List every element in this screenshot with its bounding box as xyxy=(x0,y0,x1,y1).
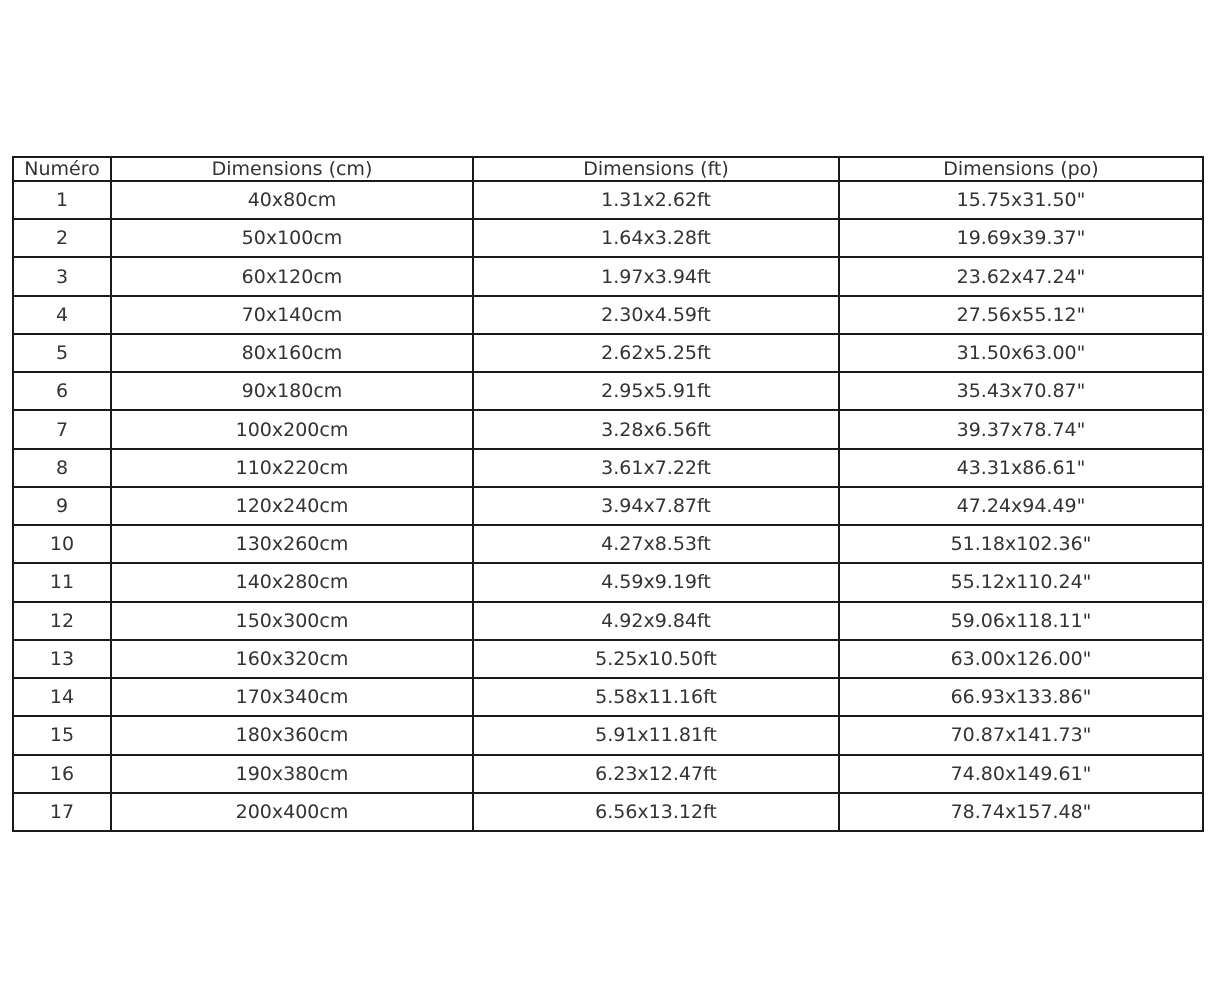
table-container: Numéro Dimensions (cm) Dimensions (ft) Dime… xyxy=(12,156,1204,833)
table-row: 4 70x140cm 2.30x4.59ft 27.56x55.12" xyxy=(12,294,1204,335)
cell-numero: 15 xyxy=(12,715,112,756)
cell-dimensions-po: 43.31x86.61" xyxy=(838,447,1204,488)
cell-dimensions-cm: 170x340cm xyxy=(110,677,474,718)
cell-dimensions-cm: 50x100cm xyxy=(110,218,474,259)
cell-dimensions-po: 51.18x102.36" xyxy=(838,524,1204,565)
cell-dimensions-cm: 100x200cm xyxy=(110,409,474,450)
cell-dimensions-ft: 3.61x7.22ft xyxy=(472,447,840,488)
cell-dimensions-po: 55.12x110.24" xyxy=(838,562,1204,603)
cell-dimensions-cm: 90x180cm xyxy=(110,371,474,412)
cell-dimensions-ft: 2.30x4.59ft xyxy=(472,294,840,335)
column-header-numero: Numéro xyxy=(12,156,112,182)
cell-dimensions-ft: 1.64x3.28ft xyxy=(472,218,840,259)
cell-dimensions-ft: 1.31x2.62ft xyxy=(472,179,840,221)
cell-dimensions-po: 74.80x149.61" xyxy=(838,753,1204,794)
cell-dimensions-po: 47.24x94.49" xyxy=(838,485,1204,527)
table-row: 3 60x120cm 1.97x3.94ft 23.62x47.24" xyxy=(12,256,1204,297)
cell-numero: 7 xyxy=(12,409,112,450)
cell-dimensions-ft: 1.97x3.94ft xyxy=(472,256,840,297)
cell-dimensions-ft: 5.91x11.81ft xyxy=(472,715,840,756)
cell-numero: 12 xyxy=(12,600,112,641)
table-row: 12 150x300cm 4.92x9.84ft 59.06x118.11" xyxy=(12,600,1204,641)
cell-dimensions-ft: 6.56x13.12ft xyxy=(472,791,840,833)
cell-numero: 3 xyxy=(12,256,112,297)
cell-numero: 1 xyxy=(12,179,112,221)
column-header-dimensions-cm: Dimensions (cm) xyxy=(110,156,474,182)
table-row: 10 130x260cm 4.27x8.53ft 51.18x102.36" xyxy=(12,524,1204,565)
table-row: 2 50x100cm 1.64x3.28ft 19.69x39.37" xyxy=(12,218,1204,259)
cell-dimensions-po: 35.43x70.87" xyxy=(838,371,1204,412)
column-header-dimensions-ft: Dimensions (ft) xyxy=(472,156,840,182)
cell-dimensions-cm: 160x320cm xyxy=(110,638,474,680)
cell-dimensions-po: 63.00x126.00" xyxy=(838,638,1204,680)
cell-numero: 13 xyxy=(12,638,112,680)
cell-dimensions-cm: 120x240cm xyxy=(110,485,474,527)
table-row: 11 140x280cm 4.59x9.19ft 55.12x110.24" xyxy=(12,562,1204,603)
cell-dimensions-cm: 180x360cm xyxy=(110,715,474,756)
table-row: 5 80x160cm 2.62x5.25ft 31.50x63.00" xyxy=(12,332,1204,374)
cell-numero: 5 xyxy=(12,332,112,374)
cell-numero: 10 xyxy=(12,524,112,565)
cell-dimensions-ft: 2.62x5.25ft xyxy=(472,332,840,374)
cell-dimensions-cm: 60x120cm xyxy=(110,256,474,297)
cell-dimensions-po: 70.87x141.73" xyxy=(838,715,1204,756)
table-row: 14 170x340cm 5.58x11.16ft 66.93x133.86" xyxy=(12,677,1204,718)
cell-dimensions-ft: 3.94x7.87ft xyxy=(472,485,840,527)
cell-dimensions-cm: 110x220cm xyxy=(110,447,474,488)
cell-dimensions-cm: 80x160cm xyxy=(110,332,474,374)
cell-numero: 16 xyxy=(12,753,112,794)
cell-dimensions-cm: 200x400cm xyxy=(110,791,474,833)
cell-dimensions-ft: 4.27x8.53ft xyxy=(472,524,840,565)
cell-dimensions-ft: 5.58x11.16ft xyxy=(472,677,840,718)
cell-dimensions-po: 59.06x118.11" xyxy=(838,600,1204,641)
table-row: 17 200x400cm 6.56x13.12ft 78.74x157.48" xyxy=(12,791,1204,833)
table-body: 1 40x80cm 1.31x2.62ft 15.75x31.50" 2 50x100cm… xyxy=(12,179,1204,833)
cell-dimensions-po: 19.69x39.37" xyxy=(838,218,1204,259)
cell-dimensions-ft: 4.59x9.19ft xyxy=(472,562,840,603)
cell-dimensions-po: 66.93x133.86" xyxy=(838,677,1204,718)
cell-dimensions-po: 15.75x31.50" xyxy=(838,179,1204,221)
table-row: 15 180x360cm 5.91x11.81ft 70.87x141.73" xyxy=(12,715,1204,756)
cell-numero: 11 xyxy=(12,562,112,603)
cell-dimensions-ft: 2.95x5.91ft xyxy=(472,371,840,412)
table-head: Numéro Dimensions (cm) Dimensions (ft) Dime… xyxy=(12,156,1204,182)
cell-dimensions-po: 31.50x63.00" xyxy=(838,332,1204,374)
cell-dimensions-ft: 6.23x12.47ft xyxy=(472,753,840,794)
table-row: 8 110x220cm 3.61x7.22ft 43.31x86.61" xyxy=(12,447,1204,488)
cell-dimensions-ft: 3.28x6.56ft xyxy=(472,409,840,450)
table-row: 16 190x380cm 6.23x12.47ft 74.80x149.61" xyxy=(12,753,1204,794)
cell-dimensions-po: 23.62x47.24" xyxy=(838,256,1204,297)
cell-numero: 9 xyxy=(12,485,112,527)
cell-numero: 4 xyxy=(12,294,112,335)
cell-numero: 17 xyxy=(12,791,112,833)
cell-dimensions-cm: 130x260cm xyxy=(110,524,474,565)
table-row: 9 120x240cm 3.94x7.87ft 47.24x94.49" xyxy=(12,485,1204,527)
cell-dimensions-cm: 150x300cm xyxy=(110,600,474,641)
column-header-dimensions-po: Dimensions (po) xyxy=(838,156,1204,182)
cell-dimensions-cm: 70x140cm xyxy=(110,294,474,335)
cell-numero: 6 xyxy=(12,371,112,412)
table-row: 6 90x180cm 2.95x5.91ft 35.43x70.87" xyxy=(12,371,1204,412)
cell-dimensions-po: 27.56x55.12" xyxy=(838,294,1204,335)
table-row: 1 40x80cm 1.31x2.62ft 15.75x31.50" xyxy=(12,179,1204,221)
cell-dimensions-po: 39.37x78.74" xyxy=(838,409,1204,450)
cell-dimensions-po: 78.74x157.48" xyxy=(838,791,1204,833)
cell-dimensions-cm: 190x380cm xyxy=(110,753,474,794)
table-row: 13 160x320cm 5.25x10.50ft 63.00x126.00" xyxy=(12,638,1204,680)
cell-numero: 8 xyxy=(12,447,112,488)
cell-dimensions-ft: 5.25x10.50ft xyxy=(472,638,840,680)
cell-dimensions-cm: 140x280cm xyxy=(110,562,474,603)
cell-numero: 14 xyxy=(12,677,112,718)
dimensions-table: Numéro Dimensions (cm) Dimensions (ft) Dime… xyxy=(12,156,1204,833)
cell-dimensions-cm: 40x80cm xyxy=(110,179,474,221)
cell-numero: 2 xyxy=(12,218,112,259)
cell-dimensions-ft: 4.92x9.84ft xyxy=(472,600,840,641)
table-header-row: Numéro Dimensions (cm) Dimensions (ft) Dime… xyxy=(12,156,1204,182)
table-row: 7 100x200cm 3.28x6.56ft 39.37x78.74" xyxy=(12,409,1204,450)
